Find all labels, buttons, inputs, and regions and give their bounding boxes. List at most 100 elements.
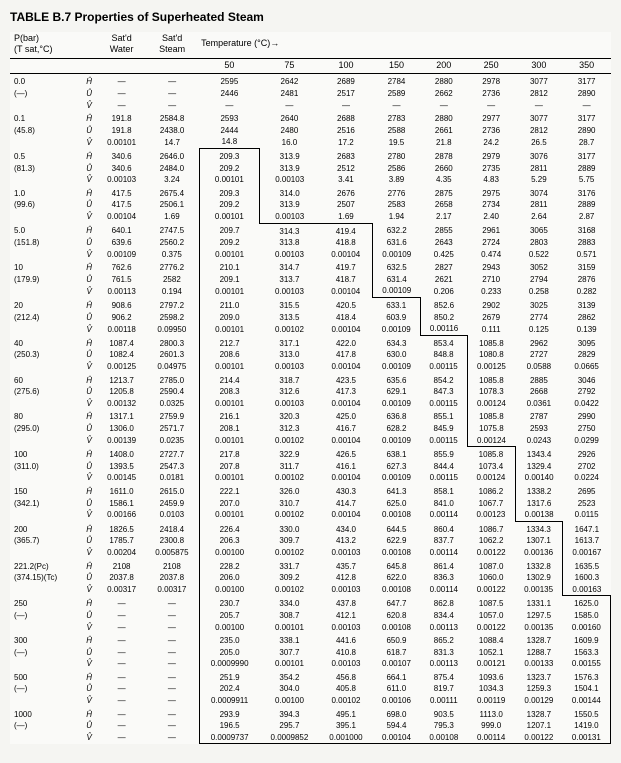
pressure-cell: 40: [10, 335, 80, 349]
data-cell: 0.00108: [373, 622, 421, 634]
data-cell: 320.3: [260, 409, 320, 423]
data-cell: 2724: [467, 237, 515, 249]
prop-symbol: Ĥ: [80, 223, 98, 237]
data-cell: 314.0: [260, 186, 320, 200]
data-cell: 317.1: [260, 335, 320, 349]
data-cell: 2.64: [515, 211, 563, 223]
data-cell: 0.00136: [515, 547, 563, 559]
satd-steam-val: 0.09950: [145, 323, 199, 335]
data-cell: 420.5: [319, 298, 372, 312]
prop-symbol: Ĥ: [80, 111, 98, 125]
prop-symbol: Ĥ: [80, 707, 98, 721]
data-cell: 594.4: [373, 720, 421, 732]
data-cell: 630.0: [373, 349, 421, 361]
hdr-temp-col: 350: [563, 58, 611, 74]
data-cell: 3065: [515, 223, 563, 237]
data-cell: 0.425: [420, 249, 467, 261]
data-cell: 611.0: [373, 683, 421, 695]
data-cell: 1323.7: [515, 670, 563, 684]
data-cell: 0.00102: [260, 584, 320, 596]
data-cell: 0.139: [563, 323, 611, 335]
prop-symbol: Û: [80, 163, 98, 175]
data-cell: 2734: [467, 199, 515, 211]
data-cell: 412.1: [319, 610, 372, 622]
satd-steam-val: —: [145, 720, 199, 732]
satd-steam-val: 0.194: [145, 285, 199, 297]
data-cell: 413.2: [319, 535, 372, 547]
data-cell: 650.9: [373, 633, 421, 647]
data-cell: 0.282: [563, 285, 611, 297]
prop-symbol: V̂: [80, 323, 98, 335]
data-cell: 2827: [420, 260, 467, 274]
data-cell: 0.0115: [563, 509, 611, 521]
prop-symbol: Û: [80, 125, 98, 137]
tsat-cell: (365.7): [10, 535, 80, 547]
satd-steam-val: 2747.5: [145, 223, 199, 237]
hdr-satd-water: Sat'dWater: [98, 32, 145, 58]
satd-water-val: —: [98, 695, 145, 707]
data-cell: 0.00107: [373, 658, 421, 670]
data-cell: 0.00101: [199, 211, 259, 223]
data-cell: 0.0422: [563, 398, 611, 410]
data-cell: 0.00108: [373, 509, 421, 521]
data-cell: 1034.3: [467, 683, 515, 695]
data-cell: 3.89: [373, 174, 421, 186]
data-cell: 209.2: [199, 237, 259, 249]
prop-symbol: V̂: [80, 285, 98, 297]
prop-symbol: V̂: [80, 622, 98, 634]
data-cell: 2990: [563, 409, 611, 423]
prop-symbol: Û: [80, 386, 98, 398]
hdr-satd-steam: Sat'dSteam: [145, 32, 199, 58]
satd-steam-val: 2547.3: [145, 461, 199, 473]
data-cell: 631.4: [373, 274, 421, 286]
data-cell: 205.0: [199, 647, 259, 659]
data-cell: 2595: [199, 74, 259, 88]
satd-steam-val: 2108: [145, 559, 199, 573]
data-cell: 0.00144: [563, 695, 611, 707]
data-cell: 417.3: [319, 386, 372, 398]
data-cell: 2975: [467, 186, 515, 200]
prop-symbol: Û: [80, 274, 98, 286]
data-cell: 3095: [563, 335, 611, 349]
data-cell: 0.0224: [563, 472, 611, 484]
data-cell: 819.7: [420, 683, 467, 695]
data-cell: 315.5: [260, 298, 320, 312]
prop-symbol: V̂: [80, 658, 98, 670]
data-cell: —: [563, 100, 611, 112]
data-cell: 0.00101: [199, 398, 259, 410]
data-cell: 0.00103: [319, 622, 372, 634]
data-cell: 2727: [515, 349, 563, 361]
satd-steam-val: 2776.2: [145, 260, 199, 274]
prop-symbol: Û: [80, 610, 98, 622]
data-cell: 3074: [515, 186, 563, 200]
prop-symbol: V̂: [80, 249, 98, 261]
satd-water-val: 762.6: [98, 260, 145, 274]
data-cell: 441.6: [319, 633, 372, 647]
data-cell: 3077: [515, 74, 563, 88]
satd-steam-val: —: [145, 610, 199, 622]
pressure-cell: 80: [10, 409, 80, 423]
data-cell: 0.00109: [373, 285, 421, 297]
data-cell: 334.0: [260, 596, 320, 610]
data-cell: 850.2: [420, 312, 467, 324]
data-cell: 1609.9: [563, 633, 611, 647]
satd-water-val: 0.00104: [98, 211, 145, 223]
data-cell: 2516: [319, 125, 372, 137]
data-cell: 1113.0: [467, 707, 515, 721]
data-cell: 1334.3: [515, 521, 563, 535]
hdr-temp-col: 100: [319, 58, 372, 74]
data-cell: 0.001000: [319, 732, 372, 744]
data-cell: 313.9: [260, 199, 320, 211]
satd-steam-val: 2800.3: [145, 335, 199, 349]
data-cell: 422.0: [319, 335, 372, 349]
tsat-cell: (311.0): [10, 461, 80, 473]
data-cell: 1087.0: [467, 559, 515, 573]
satd-water-val: 1082.4: [98, 349, 145, 361]
data-cell: 418.8: [319, 237, 372, 249]
data-cell: 0.00100: [199, 622, 259, 634]
satd-steam-val: 2646.0: [145, 148, 199, 162]
data-cell: 0.00114: [420, 584, 467, 596]
hdr-temp-col: 75: [260, 58, 320, 74]
prop-symbol: Û: [80, 535, 98, 547]
satd-water-val: —: [98, 720, 145, 732]
